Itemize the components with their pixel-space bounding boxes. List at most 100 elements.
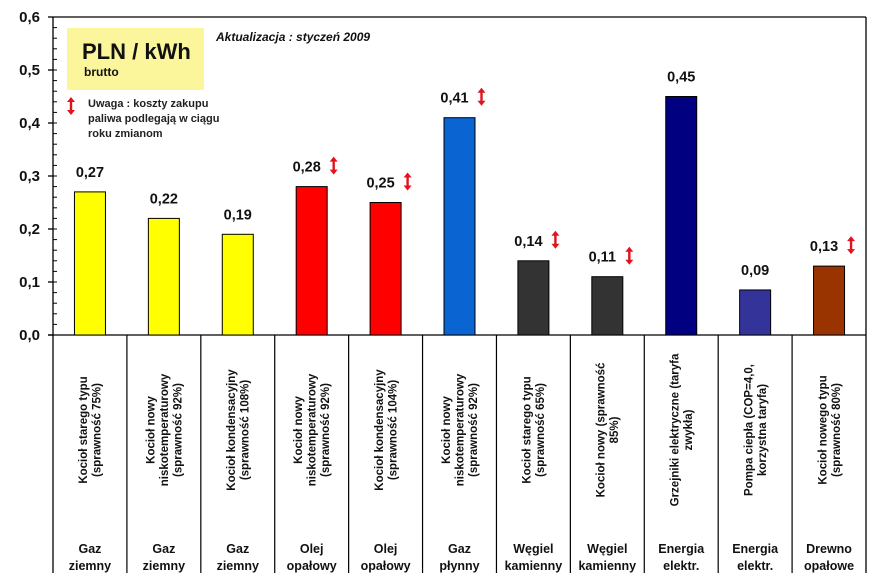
bar [813,265,846,336]
category-label: Pompa ciepła (COP=4,0, korzystna taryfa) [743,364,769,496]
category-label-line: korzystna taryfa) [757,384,769,476]
chart-subtitle: brutto [84,65,119,79]
update-note: Aktualizacja : styczeń 2009 [216,30,371,44]
category-label: Kocioł nowy niskotemperaturowy (sprawność … [293,373,332,486]
unit-box [67,28,204,90]
category-label-line: (sprawność 104%) [387,380,399,481]
value-label: 0,14 [514,234,542,250]
fuel-label: opałowy [287,559,337,573]
bars [73,96,846,336]
category-label-line: 85%) [609,416,621,443]
value-label: 0,13 [810,239,838,255]
category-label-line: Kocioł nowy (sprawność [596,362,608,497]
category-label-line: niskotemperaturowy [159,373,171,486]
category-label: Kocioł nowy niskotemperaturowy (sprawność … [441,373,480,486]
category-table: Kocioł starego typu (sprawność 75%)Gazzie… [69,335,854,573]
y-tick-label: 0,2 [19,221,40,238]
fuel-label: Gaz [78,542,101,556]
fuel-label: Gaz [152,542,175,556]
fuel-label: ziemny [69,559,111,573]
y-tick-label: 0,6 [19,9,40,26]
category-label-line: Kocioł nowego typu [817,375,829,484]
y-tick-label: 0,5 [19,62,40,79]
bar [739,289,772,336]
price-note-line: paliwa podlegają w ciągu [88,113,220,125]
category-label-line: (sprawność 92%) [468,383,480,477]
bar [591,276,624,336]
value-label: 0,19 [224,207,252,223]
category-label: Kocioł starego typu (sprawność 65%) [522,376,548,483]
fuel-label: kamienny [578,559,636,573]
fuel-label: Energia [732,542,779,556]
fuel-label: Olej [374,542,398,556]
value-label: 0,41 [440,91,468,107]
updown-arrow-icon [403,172,412,191]
value-label: 0,25 [366,176,394,192]
fuel-label: Olej [300,542,324,556]
fuel-label: Węgiel [587,542,627,556]
updown-arrow-icon [847,236,856,255]
bar [665,96,698,336]
category-label: Kocioł kondensacyjny (sprawność 104%) [374,369,400,491]
chart-title: PLN / kWh [82,39,191,64]
category-label-line: (sprawność 108%) [240,380,252,481]
fuel-label: opałowy [361,559,411,573]
y-tick-label: 0,3 [19,168,40,185]
y-tick-label: 0,4 [19,115,41,132]
category-label-line: (sprawność 75%) [92,383,104,477]
category-label-line: Kocioł starego typu [522,376,534,483]
fuel-label: kamienny [505,559,563,573]
bar [443,117,476,336]
fuel-label: elektr. [737,559,773,573]
category-label-line: Kocioł kondensacyjny [374,369,386,491]
category-label-line: (sprawność 80%) [831,383,843,477]
category-label-line: Kocioł nowy [441,396,453,464]
value-label: 0,27 [76,165,104,181]
category-label-line: niskotemperaturowy [455,373,467,486]
bar [295,186,328,336]
fuel-label: Gaz [226,542,249,556]
y-tick-label: 0,0 [19,327,40,344]
fuel-label: ziemny [217,559,259,573]
value-label: 0,11 [589,250,616,266]
category-label-line: Kocioł starego typu [78,376,90,483]
category-label-line: Kocioł kondensacyjny [226,369,238,491]
value-label: 0,45 [667,70,695,86]
bar [517,260,550,336]
category-label-line: (sprawność 92%) [320,383,332,477]
price-note: Uwaga : koszty zakupu paliwa podlegają w… [88,97,248,142]
bar [73,191,106,336]
category-label: Kocioł nowy niskotemperaturowy (sprawność … [145,373,184,486]
category-label-line: (sprawność 65%) [535,383,547,477]
fuel-label: płynny [439,559,479,573]
updown-arrow-icon [67,97,75,115]
category-label-line: Kocioł nowy [145,396,157,464]
category-label-line: Grzejniki elektryczne (taryfa [669,353,681,506]
category-label: Kocioł kondensacyjny (sprawność 108%) [226,369,252,491]
value-label: 0,22 [150,191,178,207]
category-label-line: Pompa ciepła (COP=4,0, [743,364,755,496]
value-label: 0,09 [741,263,769,279]
price-note-line: roku zmianom [88,128,163,140]
fuel-label: Energia [658,542,705,556]
fuel-label: Drewno [806,542,852,556]
category-label: Kocioł nowy (sprawność 85%) [596,362,622,497]
bar [369,202,402,336]
price-note-line: Uwaga : koszty zakupu [88,98,209,110]
category-label-line: (sprawność 92%) [172,383,184,477]
category-label: Kocioł nowego typu (sprawność 80%) [817,375,843,484]
fuel-label: Gaz [448,542,471,556]
category-label-line: niskotemperaturowy [307,373,319,486]
y-tick-label: 0,1 [19,274,40,291]
axes: 0,0 0,1 0,2 0,3 0,4 0,5 0,6 [19,9,867,573]
fuel-label: elektr. [663,559,699,573]
fuel-label: Węgiel [513,542,553,556]
value-label: 0,28 [293,160,321,176]
value-labels: 0,27 0,22 0,19 0,28 0,25 0,41 0,14 0,11 0,45 0,09… [76,70,856,279]
category-label-line: zwykła) [683,409,695,450]
category-label: Grzejniki elektryczne (taryfa zwykła) [669,353,695,506]
bar [221,233,254,336]
bar [147,217,180,336]
updown-arrow-icon [477,87,486,106]
